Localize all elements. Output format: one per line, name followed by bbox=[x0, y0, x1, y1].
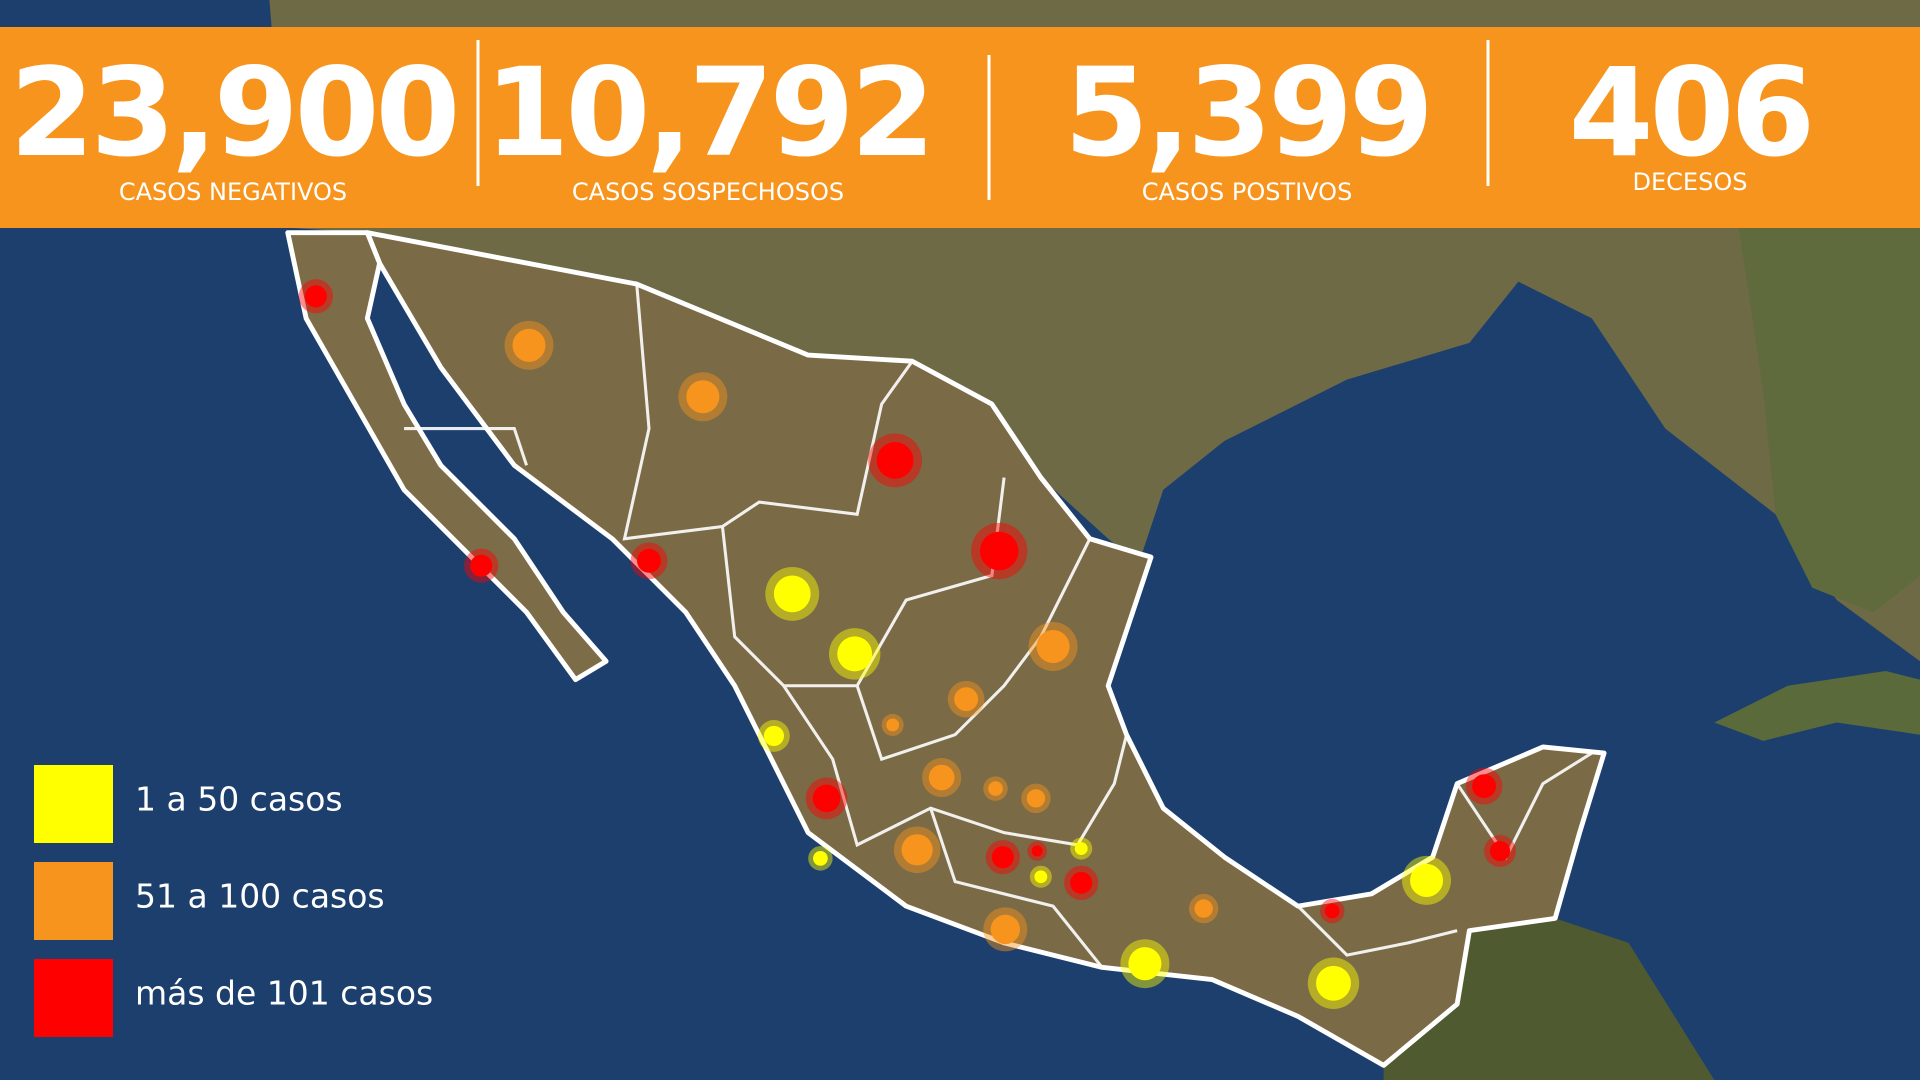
marker bbox=[1026, 789, 1046, 808]
marker bbox=[991, 846, 1014, 869]
legend-swatch bbox=[34, 959, 113, 1037]
state-border bbox=[404, 427, 528, 466]
state-border bbox=[782, 684, 1129, 848]
marker bbox=[886, 718, 900, 732]
stat-value: 406 bbox=[1569, 42, 1812, 184]
marker bbox=[1036, 630, 1070, 664]
case-markers bbox=[298, 279, 1516, 1009]
marker bbox=[1316, 965, 1351, 1001]
marker bbox=[876, 442, 914, 479]
stat-value: 5,399 bbox=[1064, 42, 1430, 184]
marker bbox=[837, 636, 873, 672]
marker bbox=[686, 380, 720, 414]
stat-label: CASOS SOSPECHOSOS bbox=[572, 178, 844, 206]
legend-label: 1 a 50 casos bbox=[135, 780, 343, 819]
legend: 1 a 50 casos 51 a 100 casos más de 101 cas… bbox=[34, 765, 433, 1037]
marker bbox=[1128, 947, 1162, 981]
legend-swatch bbox=[34, 765, 113, 843]
marker bbox=[1074, 842, 1088, 856]
marker bbox=[1324, 903, 1340, 919]
marker bbox=[1031, 845, 1043, 857]
stat-value: 10,792 bbox=[485, 42, 932, 184]
stats-banner bbox=[0, 27, 1920, 228]
marker bbox=[773, 575, 811, 613]
marker bbox=[637, 548, 661, 573]
stat-label: CASOS POSTIVOS bbox=[1142, 178, 1353, 206]
marker bbox=[470, 554, 493, 577]
marker bbox=[1070, 871, 1093, 894]
cuba bbox=[1714, 671, 1920, 741]
baja-california bbox=[285, 230, 609, 683]
legend-label: más de 101 casos bbox=[135, 974, 433, 1013]
marker bbox=[1034, 870, 1048, 884]
marker bbox=[1194, 899, 1213, 918]
mexico bbox=[364, 230, 1607, 1068]
marker bbox=[304, 285, 327, 308]
marker bbox=[979, 531, 1019, 571]
marker bbox=[1472, 774, 1497, 799]
stat-value: 23,900 bbox=[10, 42, 457, 184]
marker bbox=[990, 914, 1021, 945]
florida bbox=[1738, 227, 1920, 613]
marker bbox=[988, 781, 1003, 796]
state-border bbox=[929, 807, 1104, 969]
marker bbox=[813, 851, 828, 866]
marker bbox=[812, 784, 841, 813]
state-border bbox=[622, 283, 914, 541]
legend-swatch bbox=[34, 862, 113, 940]
marker bbox=[928, 764, 955, 791]
stat-label: DECESOS bbox=[1633, 168, 1748, 196]
marker bbox=[512, 328, 546, 362]
marker bbox=[901, 834, 933, 866]
stat-label: CASOS NEGATIVOS bbox=[119, 178, 347, 206]
state-borders bbox=[404, 283, 1593, 969]
marker bbox=[1410, 863, 1444, 897]
legend-label: 51 a 100 casos bbox=[135, 877, 385, 916]
state-border bbox=[1296, 905, 1458, 957]
state-border bbox=[1455, 751, 1593, 861]
state-border bbox=[855, 538, 1092, 762]
marker bbox=[1489, 840, 1511, 862]
marker bbox=[763, 725, 784, 747]
marker bbox=[954, 687, 979, 712]
